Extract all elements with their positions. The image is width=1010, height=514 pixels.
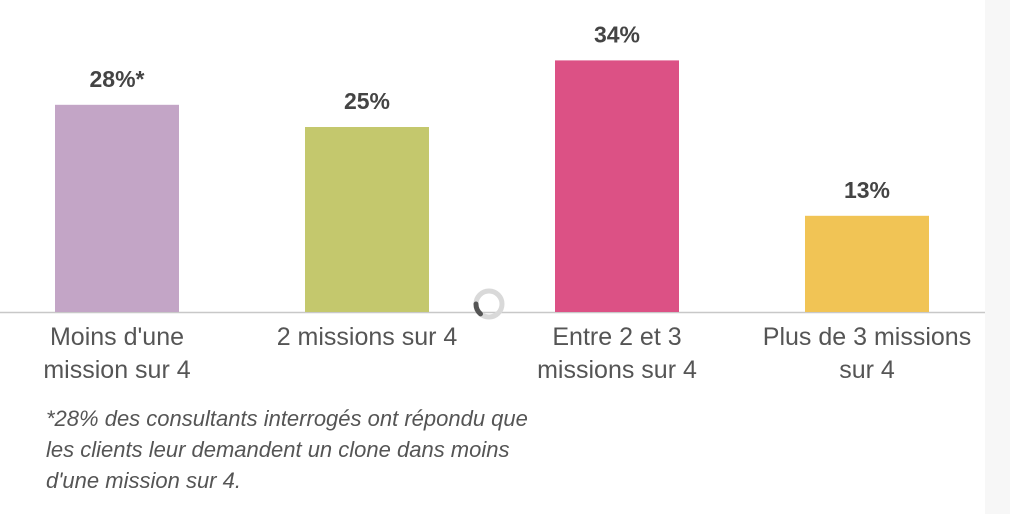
- bar-1: [55, 104, 179, 312]
- data-label-4: 13%: [844, 177, 890, 203]
- data-label-2: 25%: [344, 88, 390, 114]
- bar-chart: 28%* Moins d'une mission sur 4 25% 2 mission…: [0, 21, 985, 384]
- data-label-3: 34%: [594, 21, 640, 47]
- category-label-1: Moins d'une mission sur 4: [43, 323, 190, 384]
- category-label-2: 2 missions sur 4: [277, 323, 458, 351]
- chart-footnote: *28% des consultants interrogés ont répo…: [46, 406, 528, 493]
- side-panel-strip: [985, 0, 1010, 514]
- category-label-3: Entre 2 et 3 missions sur 4: [537, 323, 697, 384]
- bar-2: [305, 127, 429, 312]
- data-label-1: 28%*: [90, 66, 145, 92]
- loading-spinner-icon: [473, 288, 505, 320]
- bar-3: [555, 60, 679, 313]
- bar-4: [805, 215, 929, 312]
- spinner-arc: [473, 301, 483, 317]
- category-label-4: Plus de 3 missions sur 4: [763, 323, 971, 384]
